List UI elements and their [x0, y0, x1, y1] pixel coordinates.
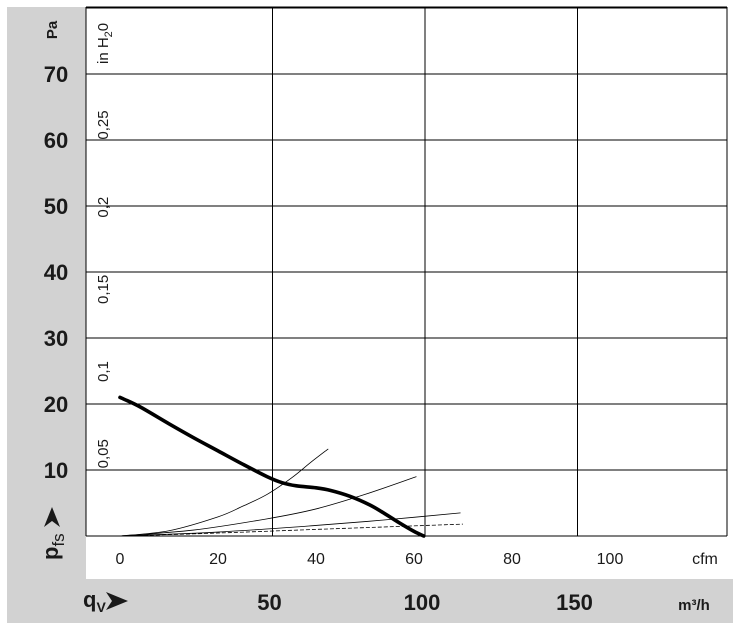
cfm-unit-label: cfm	[692, 551, 718, 568]
qv-arrow-icon	[106, 592, 128, 610]
inh2o-unit-label: in H20	[95, 23, 115, 64]
pfs-axis-label-sub: fs	[49, 533, 68, 546]
qv-axis-label-main: q	[83, 587, 96, 612]
m3h-unit-label: m³/h	[678, 597, 710, 614]
system-curve-3	[119, 512, 461, 537]
pa-tick-label: 40	[44, 260, 68, 285]
grid-lines	[85, 6, 728, 537]
qv-axis-label-sub: V	[96, 599, 106, 615]
pfs-arrow-icon	[44, 507, 60, 527]
cfm-tick-label: 60	[405, 551, 423, 568]
m3h-tick-label: 50	[257, 590, 281, 615]
system-curve-2	[119, 476, 417, 537]
cfm-tick-label: 80	[503, 551, 521, 568]
pa-tick-label: 50	[44, 194, 68, 219]
inh2o-tick-label: 0,1	[95, 361, 112, 382]
curves	[118, 395, 464, 538]
qv-axis-label: qV	[83, 587, 106, 615]
pfs-axis-label: pfs	[38, 533, 68, 560]
pa-tick-label: 10	[44, 458, 68, 483]
chart-frame-left-band	[7, 7, 86, 623]
inh2o-tick-label: 0,05	[95, 439, 112, 468]
inh2o-unit-end: 0	[95, 23, 112, 31]
m3h-tick-label: 100	[404, 590, 441, 615]
inh2o-tick-label: 0,25	[95, 110, 112, 139]
m3h-tick-label: 150	[556, 590, 593, 615]
cfm-tick-label: 20	[209, 551, 227, 568]
inh2o-unit-main: in H	[95, 37, 112, 64]
inh2o-tick-label: 0,15	[95, 275, 112, 304]
cfm-tick-label: 0	[116, 551, 125, 568]
pa-unit-label: Pa	[44, 20, 61, 39]
system-curve-4	[119, 523, 464, 537]
pa-tick-label: 70	[44, 62, 68, 87]
fan-curve	[118, 395, 426, 538]
inh2o-unit-sub: 2	[103, 31, 115, 37]
plot-area	[86, 7, 727, 579]
pa-tick-label: 30	[44, 326, 68, 351]
pfs-axis-label-main: p	[38, 547, 63, 560]
pa-tick-label: 20	[44, 392, 68, 417]
system-curve-1	[119, 448, 329, 537]
cfm-tick-label: 40	[307, 551, 325, 568]
pa-tick-label: 60	[44, 128, 68, 153]
cfm-tick-label: 100	[597, 551, 624, 568]
inh2o-tick-label: 0,2	[95, 197, 112, 218]
